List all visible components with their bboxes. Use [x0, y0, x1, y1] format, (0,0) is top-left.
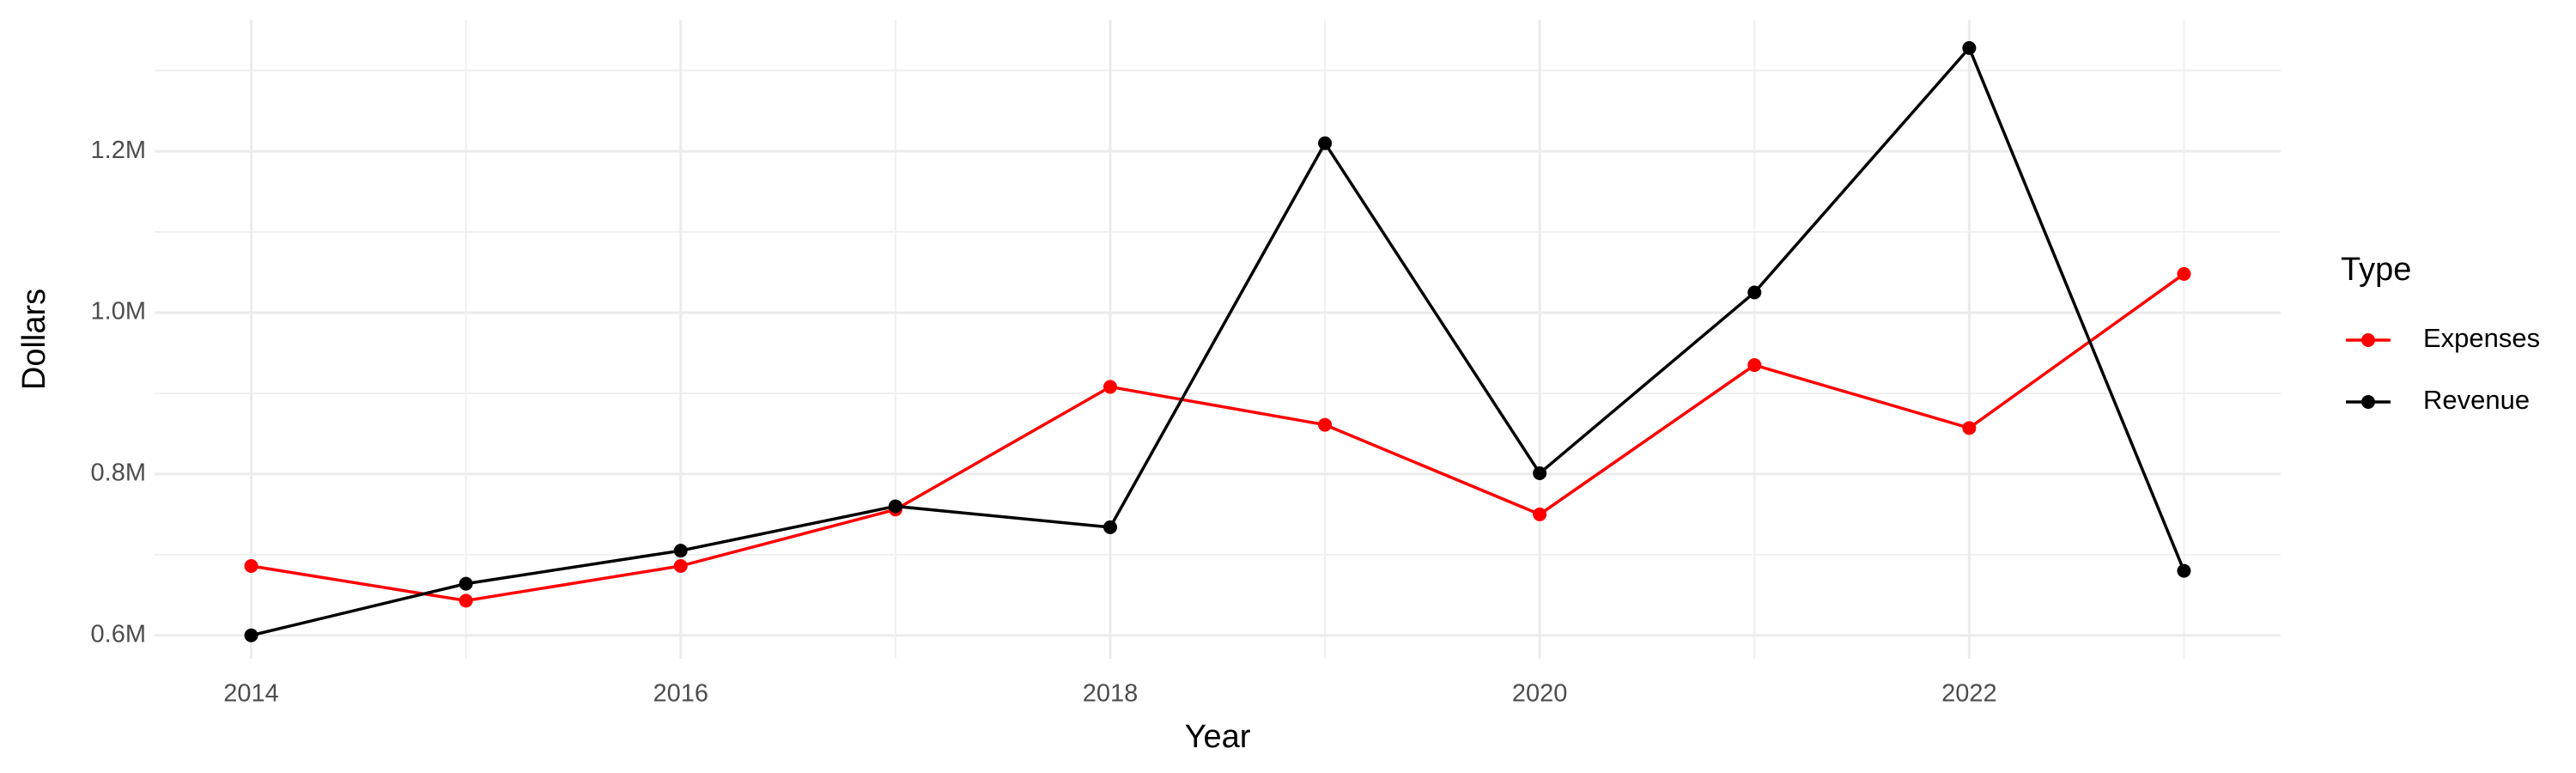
data-point [1747, 285, 1762, 300]
data-point [459, 593, 473, 608]
x-tick-label: 2020 [1512, 680, 1568, 708]
data-point [2177, 266, 2191, 281]
data-point [244, 628, 258, 642]
x-tick-label: 2014 [223, 680, 279, 708]
data-point [1103, 380, 1117, 394]
data-point [1962, 421, 1977, 435]
data-point [1747, 358, 1762, 373]
data-point [2177, 563, 2191, 578]
data-point [1533, 466, 1547, 480]
data-point [1533, 507, 1547, 521]
x-axis-title: Year [1185, 719, 1251, 755]
y-tick-label: 1.2M [91, 137, 146, 164]
data-point [888, 499, 902, 514]
series-line [251, 272, 2185, 603]
y-axis-title: Dollars [16, 289, 52, 390]
legend-label: Revenue [2423, 385, 2530, 415]
series-line [251, 45, 2186, 637]
data-point [1318, 136, 1333, 150]
data-point [1103, 520, 1117, 534]
data-point [1962, 40, 1977, 55]
y-tick-label: 0.8M [91, 460, 146, 487]
data-point [1318, 417, 1333, 432]
data-point [673, 544, 688, 558]
grid [155, 20, 2281, 659]
data-point [673, 558, 688, 573]
x-tick-label: 2022 [1941, 680, 1997, 708]
y-tick-label: 0.6M [91, 620, 146, 648]
data-point [244, 558, 258, 573]
legend-marker [2361, 333, 2375, 347]
y-tick-label: 1.0M [91, 298, 146, 326]
legend-marker [2361, 395, 2375, 409]
legend-title: Type [2341, 252, 2411, 288]
legend-label: Expenses [2423, 323, 2540, 353]
data-point [459, 576, 473, 591]
x-tick-label: 2016 [653, 680, 708, 708]
x-tick-label: 2018 [1083, 680, 1139, 708]
